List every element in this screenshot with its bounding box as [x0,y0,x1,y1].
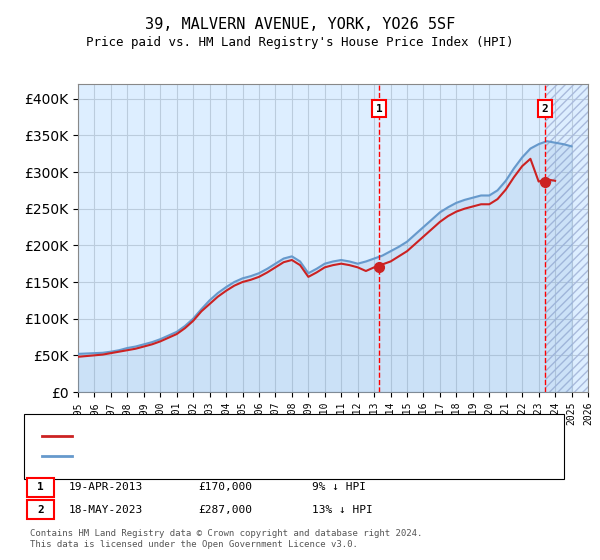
Text: 9% ↓ HPI: 9% ↓ HPI [312,482,366,492]
Text: 39, MALVERN AVENUE, YORK, YO26 5SF (semi-detached house): 39, MALVERN AVENUE, YORK, YO26 5SF (semi… [84,431,434,441]
Text: 2: 2 [37,505,44,515]
Text: 13% ↓ HPI: 13% ↓ HPI [312,505,373,515]
Text: Contains HM Land Registry data © Crown copyright and database right 2024.
This d: Contains HM Land Registry data © Crown c… [30,529,422,549]
Text: 18-MAY-2023: 18-MAY-2023 [69,505,143,515]
Text: 2: 2 [542,104,548,114]
Text: 1: 1 [37,482,44,492]
Text: 1: 1 [376,104,382,114]
Text: Price paid vs. HM Land Registry's House Price Index (HPI): Price paid vs. HM Land Registry's House … [86,36,514,49]
Text: HPI: Average price, semi-detached house, York: HPI: Average price, semi-detached house,… [84,451,365,461]
Text: 19-APR-2013: 19-APR-2013 [69,482,143,492]
Text: £287,000: £287,000 [198,505,252,515]
Text: £170,000: £170,000 [198,482,252,492]
Bar [545,84,588,392]
Text: 39, MALVERN AVENUE, YORK, YO26 5SF: 39, MALVERN AVENUE, YORK, YO26 5SF [145,17,455,32]
Bar [545,84,588,392]
